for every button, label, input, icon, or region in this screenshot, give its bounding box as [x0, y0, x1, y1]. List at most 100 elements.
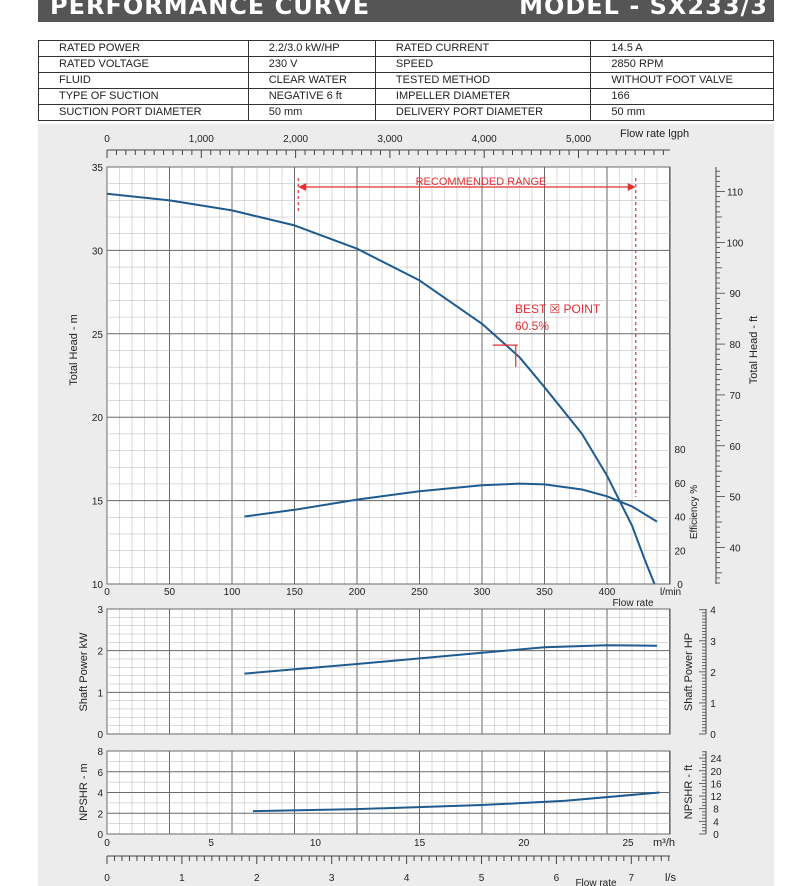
series-efficiency-curve	[244, 482, 658, 523]
lgph-axis-label: Flow rate lgph	[620, 128, 689, 140]
npshr-tick-label: 8	[97, 747, 103, 758]
head-tick-label: 10	[92, 580, 104, 591]
ft-tick-label: 110	[727, 188, 743, 199]
ft-tick-label: 100	[727, 238, 744, 249]
ft-tick-label: 70	[729, 391, 741, 402]
lpm-tick-label: 0	[104, 587, 110, 598]
power-tick-label: 0	[97, 730, 103, 741]
npshr-tick-label: 4	[97, 789, 103, 800]
lgph-tick-label: 4,000	[472, 134, 497, 145]
ft-tick-label: 80	[729, 340, 741, 351]
flow-rate-label: Flow rate	[612, 598, 654, 609]
lpm-unit-label: l/min	[660, 587, 681, 598]
power-axis-label: Shaft Power kW	[78, 632, 90, 711]
chart-title: PERFORMANCE CURVE	[50, 0, 371, 20]
npshr-ft-tick-label: 16	[710, 779, 722, 790]
efficiency-tick-label: 80	[674, 445, 686, 456]
spec-label: RATED CURRENT	[374, 40, 592, 57]
y-right-axis-label: Total Head - ft	[748, 316, 760, 384]
head-tick-label: 25	[92, 330, 104, 341]
lpm-tick-label: 50	[164, 587, 176, 598]
spec-value: WITHOUT FOOT VALVE	[590, 72, 774, 89]
m3h-tick-label: 0	[104, 838, 110, 849]
npshr-tick-label: 6	[97, 768, 103, 779]
flow-rate-bottom-label: Flow rate	[575, 878, 617, 886]
lpm-tick-label: 400	[599, 587, 616, 598]
lgph-tick-label: 5,000	[566, 134, 591, 145]
series-npshr-curve	[252, 791, 660, 813]
title-banner: PERFORMANCE CURVE MODEL - SX233/3	[38, 0, 774, 22]
npshr-ft-tick-label: 12	[710, 792, 722, 803]
lgph-tick-label: 3,000	[377, 134, 402, 145]
spec-value: NEGATIVE 6 ft	[247, 88, 376, 105]
m3h-tick-label: 25	[622, 838, 634, 849]
efficiency-axis-label: Efficiency %	[689, 485, 700, 539]
lpm-tick-label: 150	[286, 587, 303, 598]
m3h-tick-label: 5	[208, 838, 214, 849]
y-axis-label: Total Head - m	[68, 314, 80, 386]
ft-tick-label: 50	[729, 493, 741, 504]
table-row: RATED POWER 2.2/3.0 kW/HP RATED CURRENT …	[38, 40, 774, 57]
spec-label: RATED POWER	[38, 40, 249, 57]
hp-tick-label: 1	[710, 699, 716, 710]
ls-tick-label: 5	[479, 873, 485, 884]
m3h-tick-label: 10	[310, 838, 322, 849]
npshr-ft-tick-label: 0	[713, 830, 719, 841]
spec-value: 2850 RPM	[590, 56, 774, 73]
npshr-ft-tick-label: 4	[713, 817, 719, 828]
ls-tick-label: 4	[404, 873, 410, 884]
m3h-unit-label: m³/h	[653, 837, 675, 849]
ls-tick-label: 1	[179, 873, 185, 884]
head-chart-area	[106, 166, 671, 585]
hp-tick-label: 0	[710, 730, 716, 741]
npshr-ft-tick-label: 20	[710, 767, 722, 778]
lpm-tick-label: 300	[474, 587, 491, 598]
npshr-ft-axis-label: NPSHR - ft	[683, 765, 695, 819]
power-tick-label: 2	[97, 647, 103, 658]
power-tick-label: 3	[97, 605, 103, 616]
ls-tick-label: 0	[104, 873, 110, 884]
efficiency-tick-label: 0	[677, 580, 683, 591]
lpm-tick-label: 100	[224, 587, 241, 598]
series-shaft-power-curve	[244, 644, 658, 675]
lgph-tick-label: 1,000	[189, 134, 214, 145]
ls-tick-label: 3	[329, 873, 335, 884]
hp-tick-label: 2	[710, 668, 716, 679]
spec-value: 50 mm	[590, 104, 774, 121]
head-tick-label: 20	[92, 413, 104, 424]
ft-tick-label: 60	[729, 442, 741, 453]
npshr-tick-label: 0	[97, 830, 103, 841]
range-arrow-right	[627, 183, 636, 191]
head-tick-label: 15	[92, 497, 104, 508]
lpm-tick-label: 350	[536, 587, 553, 598]
lpm-tick-label: 200	[349, 587, 366, 598]
series-head-curve	[106, 192, 656, 585]
best-point-value: 60.5%	[515, 319, 549, 333]
efficiency-tick-label: 60	[674, 479, 686, 490]
spec-value: 2.2/3.0 kW/HP	[247, 40, 376, 57]
hp-tick-label: 3	[710, 637, 716, 648]
ft-tick-label: 40	[729, 543, 741, 554]
table-row: FLUID CLEAR WATER TESTED METHOD WITHOUT …	[38, 72, 774, 89]
ls-tick-label: 6	[554, 873, 560, 884]
ft-tick-label: 90	[729, 289, 741, 300]
head-tick-label: 30	[92, 246, 104, 257]
npshr-axis-label: NPSHR - m	[78, 763, 90, 820]
table-row: TYPE OF SUCTION NEGATIVE 6 ft IMPELLER D…	[38, 88, 774, 105]
efficiency-tick-label: 20	[674, 546, 686, 557]
power-tick-label: 1	[97, 688, 103, 699]
ls-tick-label: 2	[254, 873, 260, 884]
m3h-tick-label: 20	[518, 838, 530, 849]
spec-label: TESTED METHOD	[374, 72, 592, 89]
recommended-range-label: RECOMMENDED RANGE	[416, 176, 547, 188]
spec-label: SUCTION PORT DIAMETER	[38, 104, 249, 121]
npshr-ft-tick-label: 8	[713, 805, 719, 816]
spec-label: DELIVERY PORT DIAMETER	[374, 104, 592, 121]
npshr-ft-tick-label: 24	[710, 754, 722, 765]
efficiency-tick-label: 40	[674, 513, 686, 524]
best-point-label: BEST ☒ POINT	[515, 302, 601, 316]
spec-table: RATED POWER 2.2/3.0 kW/HP RATED CURRENT …	[38, 40, 774, 121]
table-row: SUCTION PORT DIAMETER 50 mm DELIVERY POR…	[38, 104, 774, 121]
hp-axis-label: Shaft Power HP	[683, 633, 695, 711]
